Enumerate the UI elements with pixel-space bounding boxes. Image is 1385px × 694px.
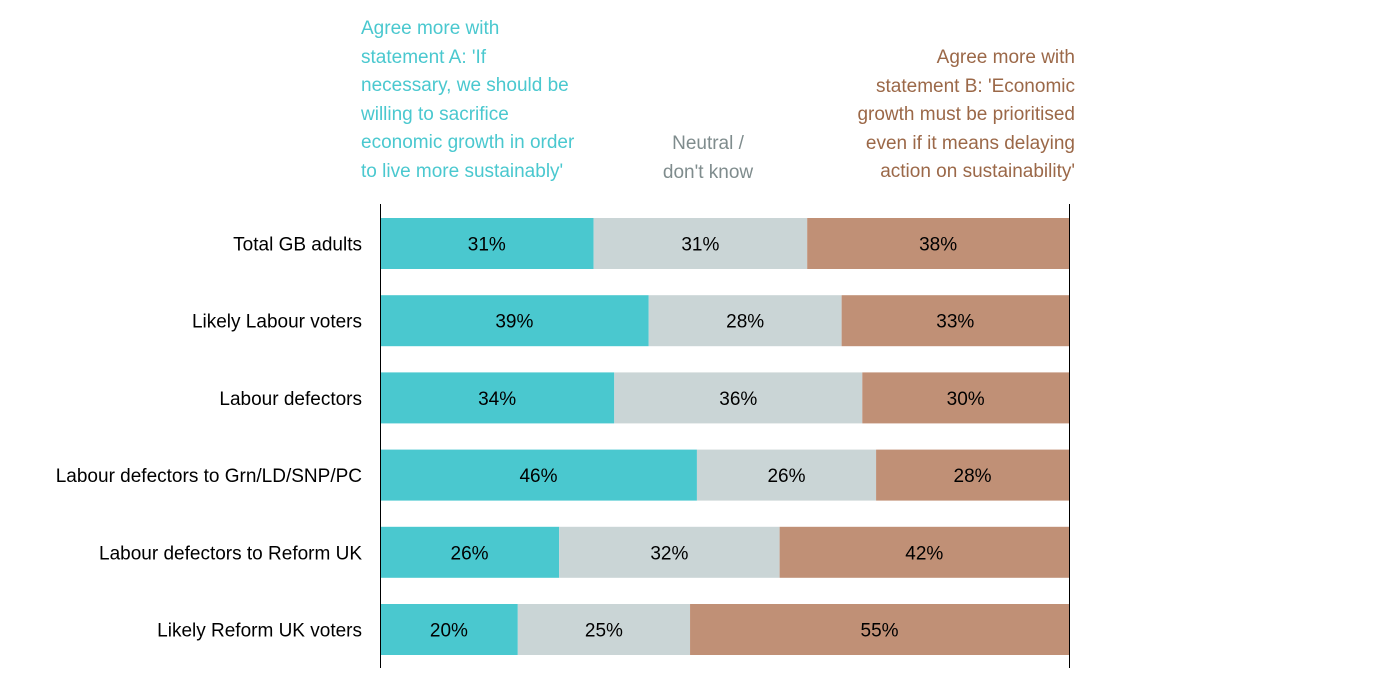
data-label: 32% [650,543,688,564]
legend-b-line: action on sustainability' [880,161,1075,183]
bar-segment [593,218,808,269]
legend-b-line: statement B: 'Economic [876,75,1075,97]
bar-segment [380,295,649,347]
bar-segment [841,295,1069,347]
category-label: Total GB adults [233,235,362,256]
bar-segment [517,604,691,655]
bar-segment [696,449,877,501]
legend-a-line: economic growth in order [361,132,575,154]
bar-segment [779,526,1069,578]
legend-a-line: willing to sacrifice [361,103,509,125]
data-label: 33% [936,312,974,333]
bar-segment [807,218,1069,269]
data-label: 38% [919,235,957,256]
bar-segment [380,604,518,655]
data-label: 42% [905,543,943,564]
bar-segment [862,372,1069,424]
data-label: 28% [954,466,992,487]
bar-segment [648,295,842,347]
data-label: 31% [681,235,719,256]
data-label: 31% [468,235,506,256]
bar-segment [690,604,1069,655]
data-label: 55% [861,621,899,642]
bar-segment [380,526,560,578]
bar-segment [876,449,1069,501]
bar-segment [614,372,863,424]
bar-segment [380,372,615,424]
data-label: 39% [495,312,533,333]
category-label: Likely Reform UK voters [157,621,362,642]
legend-a-line: statement A: 'If [361,46,487,68]
legend-a-line: to live more sustainably' [361,160,564,182]
legend-statement-b: Agree more with statement B: 'Economic g… [800,44,1075,187]
legend-a-line: necessary, we should be [361,75,569,97]
category-label: Labour defectors [219,389,362,410]
legend-neutral-line: don't know [662,161,754,183]
data-label: 36% [719,389,757,410]
legend-b-line: growth must be prioritised [857,104,1075,126]
data-label: 28% [726,312,764,333]
data-label: 25% [585,621,623,642]
legend-b-line: even if it means delaying [865,132,1075,154]
category-label: Labour defectors to Reform UK [99,543,362,564]
legend-neutral: Neutral / don't know [630,130,786,187]
data-label: 26% [767,466,805,487]
data-label: 26% [451,543,489,564]
legend-a-line: Agree more with [361,18,500,39]
data-label: 30% [947,389,985,410]
legend-neutral-line: Neutral / [672,133,744,154]
data-label: 20% [430,621,468,642]
bar-segment [559,526,780,578]
legend-b-line: Agree more with [936,47,1075,68]
bar-segment [380,449,697,501]
bar-segment [380,218,594,269]
category-label: Likely Labour voters [192,312,362,333]
data-label: 34% [478,389,516,410]
data-label: 46% [519,466,557,487]
legend-statement-a: Agree more with statement A: 'If necessa… [361,15,621,187]
category-label: Labour defectors to Grn/LD/SNP/PC [56,466,362,487]
